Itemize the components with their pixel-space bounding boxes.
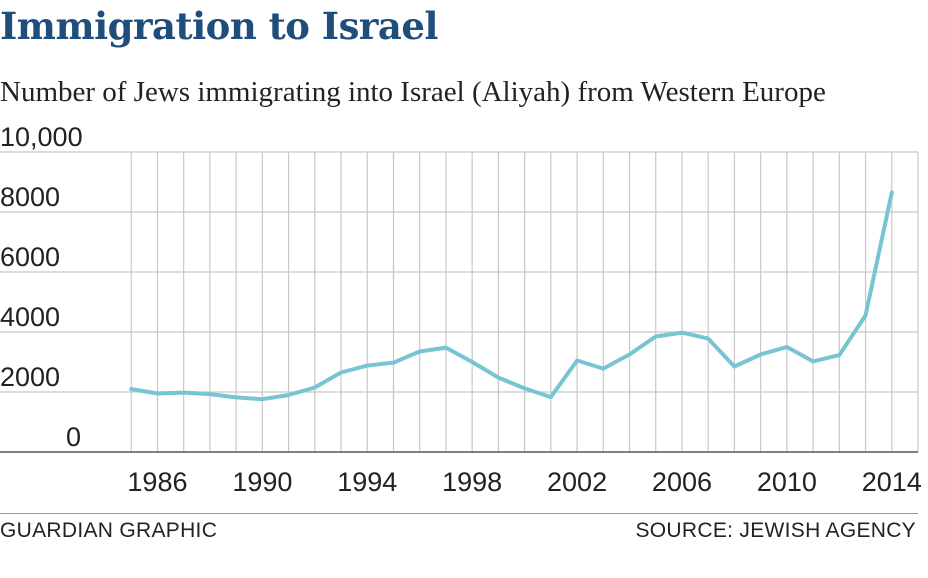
y-tick-label: 10,000 — [0, 122, 83, 152]
vertical-gridlines — [130, 152, 919, 452]
y-tick-label: 6000 — [0, 242, 60, 272]
x-tick-label: 1998 — [442, 467, 502, 497]
chart-subtitle: Number of Jews immigrating into Israel (… — [0, 76, 826, 108]
series-line — [129, 190, 894, 402]
x-tick-label: 1994 — [337, 467, 397, 497]
x-tick-label: 2006 — [652, 467, 712, 497]
x-axis-labels: 1986 1990 1994 1998 2002 2006 2010 2014 — [127, 467, 921, 497]
x-tick-label: 2014 — [862, 467, 922, 497]
x-tick-label: 2002 — [547, 467, 607, 497]
y-tick-label: 8000 — [0, 182, 60, 212]
y-tick-label: 0 — [66, 422, 81, 452]
x-tick-label: 1990 — [232, 467, 292, 497]
y-tick-label: 4000 — [0, 302, 60, 332]
x-tick-label: 1986 — [127, 467, 187, 497]
x-tick-label: 2010 — [757, 467, 817, 497]
credit-text: GUARDIAN GRAPHIC — [0, 519, 218, 542]
y-tick-label: 2000 — [0, 362, 60, 392]
series-layer — [129, 190, 894, 402]
footer-divider — [0, 513, 918, 514]
chart-title: Immigration to Israel — [0, 4, 438, 48]
source-text: SOURCE: JEWISH AGENCY — [635, 519, 916, 542]
